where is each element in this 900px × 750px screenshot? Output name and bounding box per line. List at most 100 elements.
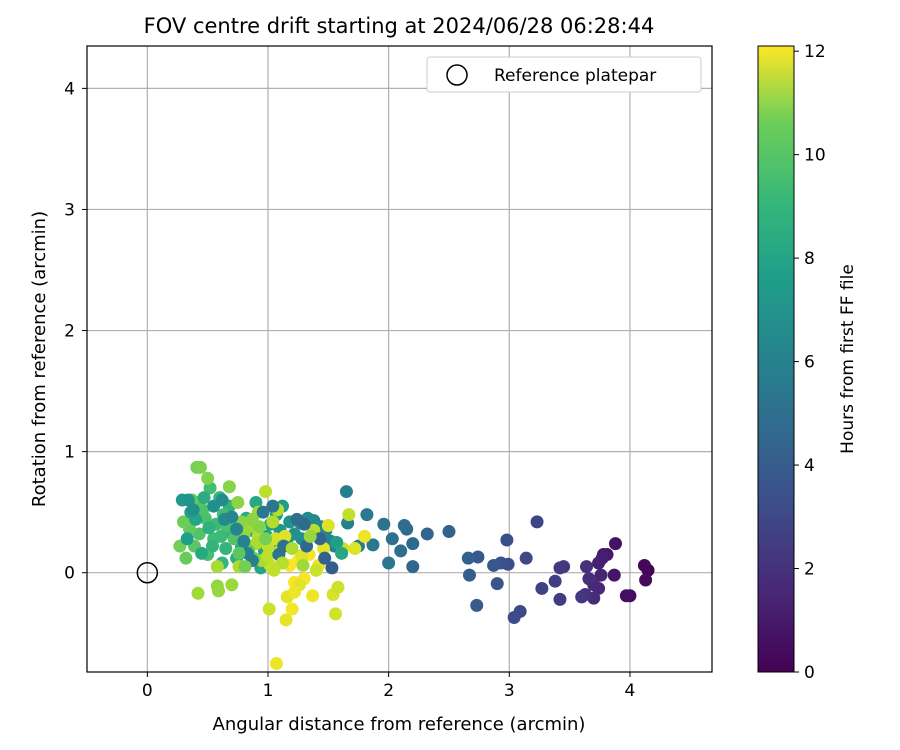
data-point bbox=[267, 563, 281, 577]
data-point bbox=[339, 485, 353, 499]
x-tick-label: 4 bbox=[625, 681, 636, 701]
x-tick-label: 3 bbox=[504, 681, 515, 701]
data-point bbox=[210, 560, 224, 574]
data-point bbox=[225, 510, 239, 524]
data-point bbox=[335, 546, 349, 560]
data-point bbox=[238, 560, 252, 574]
data-point bbox=[470, 598, 484, 612]
data-point bbox=[205, 539, 219, 553]
colorbar-tick-label: 10 bbox=[804, 146, 826, 166]
data-point bbox=[222, 480, 236, 494]
data-point bbox=[193, 460, 207, 474]
data-point bbox=[181, 493, 195, 507]
y-tick-label: 1 bbox=[64, 443, 75, 463]
data-point bbox=[279, 613, 293, 627]
data-point bbox=[500, 533, 514, 547]
data-point bbox=[394, 544, 408, 558]
data-point bbox=[219, 541, 233, 555]
data-point bbox=[212, 584, 226, 598]
data-point bbox=[575, 590, 589, 604]
data-point bbox=[266, 499, 280, 513]
data-point bbox=[553, 561, 567, 575]
data-point bbox=[330, 535, 344, 549]
colorbar-tick-label: 8 bbox=[804, 249, 815, 269]
data-point bbox=[186, 503, 200, 517]
data-point bbox=[285, 541, 299, 555]
data-point bbox=[297, 517, 311, 531]
data-point bbox=[535, 581, 549, 595]
data-point bbox=[406, 537, 420, 551]
plot-frame bbox=[86, 45, 713, 673]
data-point bbox=[637, 558, 651, 572]
colorbar-tick-label: 0 bbox=[804, 663, 815, 683]
data-point bbox=[278, 529, 292, 543]
data-point bbox=[461, 551, 475, 565]
reference-point bbox=[136, 561, 159, 584]
data-point bbox=[296, 558, 310, 572]
data-point bbox=[471, 550, 485, 564]
data-point bbox=[548, 574, 562, 588]
colorbar-ticks: 0 2 4 6 8 10 12 bbox=[794, 42, 826, 683]
data-point bbox=[202, 521, 216, 535]
data-point bbox=[318, 551, 332, 565]
data-point bbox=[259, 532, 273, 546]
data-point bbox=[261, 549, 275, 563]
data-point bbox=[385, 532, 399, 546]
data-point bbox=[230, 522, 244, 536]
data-point bbox=[553, 592, 567, 606]
y-axis-ticks: 0 1 2 3 4 bbox=[64, 79, 87, 584]
legend-entry: Reference platepar bbox=[494, 66, 656, 86]
data-point bbox=[442, 525, 456, 539]
data-point bbox=[519, 551, 533, 565]
data-point bbox=[225, 578, 239, 592]
data-point bbox=[269, 657, 283, 671]
data-point bbox=[237, 534, 251, 548]
data-point bbox=[348, 541, 362, 555]
colorbar-gradient bbox=[757, 45, 795, 673]
data-point bbox=[377, 517, 391, 531]
colorbar-label: Hours from first FF file bbox=[838, 264, 858, 454]
data-point bbox=[177, 515, 191, 529]
data-point bbox=[180, 532, 194, 546]
data-point bbox=[231, 495, 245, 509]
y-tick-label: 3 bbox=[64, 200, 75, 220]
data-point bbox=[530, 515, 544, 529]
colorbar-tick-label: 2 bbox=[804, 560, 815, 580]
data-point bbox=[507, 611, 521, 625]
data-point bbox=[262, 602, 276, 616]
x-tick-label: 2 bbox=[383, 681, 394, 701]
data-point bbox=[594, 568, 608, 582]
data-point bbox=[215, 493, 229, 507]
data-point bbox=[232, 546, 246, 560]
data-point bbox=[309, 563, 323, 577]
data-point bbox=[619, 589, 633, 603]
data-point bbox=[259, 485, 273, 499]
data-point bbox=[608, 537, 622, 551]
y-tick-label: 4 bbox=[64, 79, 75, 99]
data-point bbox=[256, 505, 270, 519]
x-axis-ticks: 0 1 2 3 4 bbox=[142, 672, 635, 701]
data-point bbox=[342, 508, 356, 522]
reference-marker bbox=[136, 561, 159, 584]
colorbar-tick-label: 12 bbox=[804, 42, 826, 62]
data-point bbox=[288, 585, 302, 599]
legend-reference-marker bbox=[446, 64, 468, 86]
data-point bbox=[358, 529, 372, 543]
data-point bbox=[192, 527, 206, 541]
y-axis-label: Rotation from reference (arcmin) bbox=[29, 211, 50, 507]
data-point bbox=[295, 549, 309, 563]
data-point bbox=[179, 551, 193, 565]
data-point bbox=[331, 580, 345, 594]
data-point bbox=[382, 556, 396, 570]
data-point bbox=[397, 518, 411, 532]
y-tick-label: 2 bbox=[64, 322, 75, 342]
legend: Reference platepar bbox=[426, 56, 702, 93]
x-axis-label: Angular distance from reference (arcmin) bbox=[213, 714, 586, 735]
data-point bbox=[306, 589, 320, 603]
data-point bbox=[462, 568, 476, 582]
x-tick-label: 1 bbox=[263, 681, 274, 701]
chart-title: FOV centre drift starting at 2024/06/28 … bbox=[144, 14, 655, 38]
data-point bbox=[360, 508, 374, 522]
data-point bbox=[592, 556, 606, 570]
